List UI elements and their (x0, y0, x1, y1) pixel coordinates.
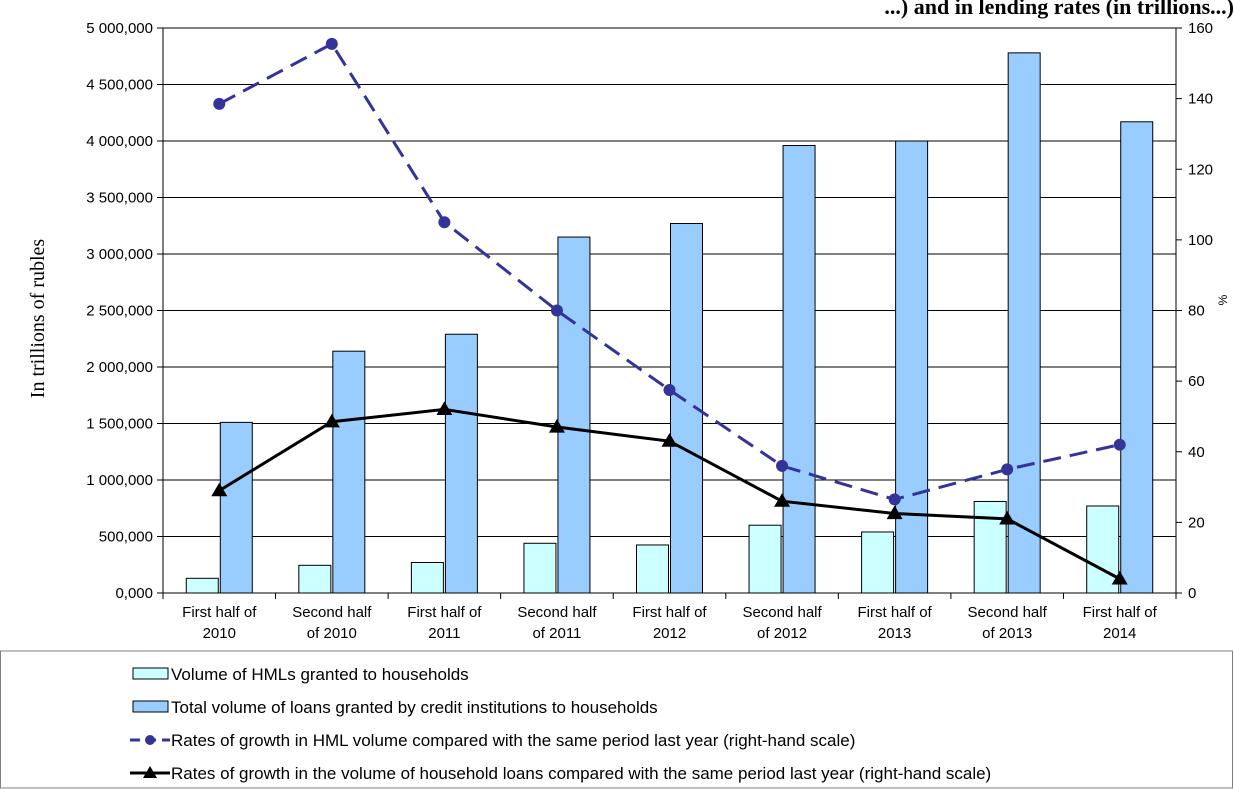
y2-tick-label: 80 (1188, 303, 1205, 320)
x-tick-label: Second half (968, 604, 1048, 621)
bar (444, 333, 478, 594)
left-axis-ticks: 0,000 500,000 1 000,000 1 500,000 2 000,000 2… (86, 20, 163, 602)
bar (973, 500, 1007, 594)
y2-tick-label: 160 (1188, 20, 1213, 37)
x-tick-label: 2012 (653, 625, 686, 642)
legend: Volume of HMLs granted to households Tota… (0, 650, 1233, 789)
bar (895, 140, 929, 594)
data-point (1001, 463, 1014, 476)
x-tick-label: 2014 (1103, 625, 1136, 642)
x-axis-ticks: First half of 2010 Second half of 2010 First… (162, 593, 1177, 642)
x-tick-label: Second half (517, 604, 597, 621)
data-point (438, 216, 451, 229)
bar (523, 542, 557, 594)
y-tick-label: 5 000,000 (86, 20, 153, 37)
bar (332, 350, 366, 594)
y2-tick-label: 120 (1188, 161, 1213, 178)
bar (185, 577, 219, 594)
data-point (436, 401, 453, 415)
chart-title-fragment: ...) and in lending rates (in trillions.… (884, 0, 1234, 19)
legend-entry-label: Rates of growth in the volume of househo… (171, 764, 991, 783)
bar (636, 544, 669, 594)
y-tick-label: 4 500,000 (86, 77, 153, 94)
bar (782, 145, 816, 594)
data-point (886, 505, 903, 520)
x-tick-label: 2013 (878, 625, 911, 642)
data-point (1111, 570, 1128, 585)
bar (219, 421, 253, 594)
y-axis-label: In trillions of rubles (27, 239, 49, 399)
data-point (323, 413, 340, 428)
y2-tick-label: 0 (1188, 585, 1196, 602)
bar (298, 564, 332, 594)
data-point (550, 304, 563, 317)
data-point (1113, 438, 1126, 451)
bar (1120, 121, 1154, 594)
x-tick-label: Second half (292, 604, 372, 621)
y2-axis-label: % (1216, 294, 1230, 305)
bar (748, 524, 782, 594)
data-point (548, 419, 565, 433)
series-lines (211, 37, 1128, 585)
y-tick-label: 4 000,000 (86, 133, 153, 150)
data-point (325, 37, 338, 50)
right-axis-ticks: 0 20 40 60 80 100 120 140 160 (1176, 20, 1213, 602)
legend-entry-label: Volume of HMLs granted to households (171, 665, 469, 684)
x-tick-label: of 2012 (757, 625, 807, 642)
data-point (888, 493, 901, 506)
x-tick-label: Second half (742, 604, 822, 621)
y-tick-label: 500,000 (99, 529, 153, 546)
bar (670, 222, 703, 594)
legend-swatch (132, 700, 169, 713)
data-point (999, 510, 1016, 525)
data-point (211, 482, 228, 497)
bar (861, 531, 895, 594)
y-tick-label: 3 000,000 (86, 246, 153, 263)
data-point (776, 459, 789, 472)
x-tick-label: First half of (407, 604, 482, 621)
x-tick-label: of 2011 (532, 625, 581, 642)
legend-marker (143, 766, 157, 778)
bar (1007, 52, 1041, 594)
series-line (218, 41, 1121, 501)
x-tick-label: First half of (632, 604, 707, 621)
bar (410, 561, 444, 594)
legend-entry-label: Total volume of loans granted by credit … (171, 698, 658, 717)
y-tick-label: 2 000,000 (86, 359, 153, 376)
x-tick-label: First half of (858, 604, 933, 621)
legend-swatch (132, 667, 169, 680)
y-tick-label: 3 500,000 (86, 190, 153, 207)
y-tick-label: 1 000,000 (86, 472, 153, 489)
data-point (213, 97, 226, 110)
legend-marker (145, 735, 155, 745)
y2-tick-label: 20 (1188, 514, 1205, 531)
y-tick-label: 2 500,000 (86, 303, 153, 320)
x-tick-label: First half of (182, 604, 257, 621)
y-tick-label: 0,000 (115, 585, 153, 602)
y2-tick-label: 60 (1188, 373, 1205, 390)
y2-tick-label: 100 (1188, 232, 1213, 249)
x-tick-label: First half of (1083, 604, 1158, 621)
x-tick-label: 2010 (203, 625, 236, 642)
y-tick-label: 1 500,000 (86, 416, 153, 433)
x-tick-label: 2011 (428, 625, 460, 642)
legend-frame (0, 650, 1233, 789)
data-point (661, 433, 678, 447)
x-tick-label: of 2013 (982, 625, 1032, 642)
data-point (774, 493, 791, 507)
legend-entry-label: Rates of growth in HML volume compared w… (171, 731, 855, 750)
y2-tick-label: 40 (1188, 444, 1205, 461)
y2-tick-label: 140 (1188, 91, 1213, 108)
bar (1086, 505, 1120, 594)
bar (557, 236, 591, 594)
data-point (663, 383, 676, 396)
x-tick-label: of 2010 (307, 625, 357, 642)
